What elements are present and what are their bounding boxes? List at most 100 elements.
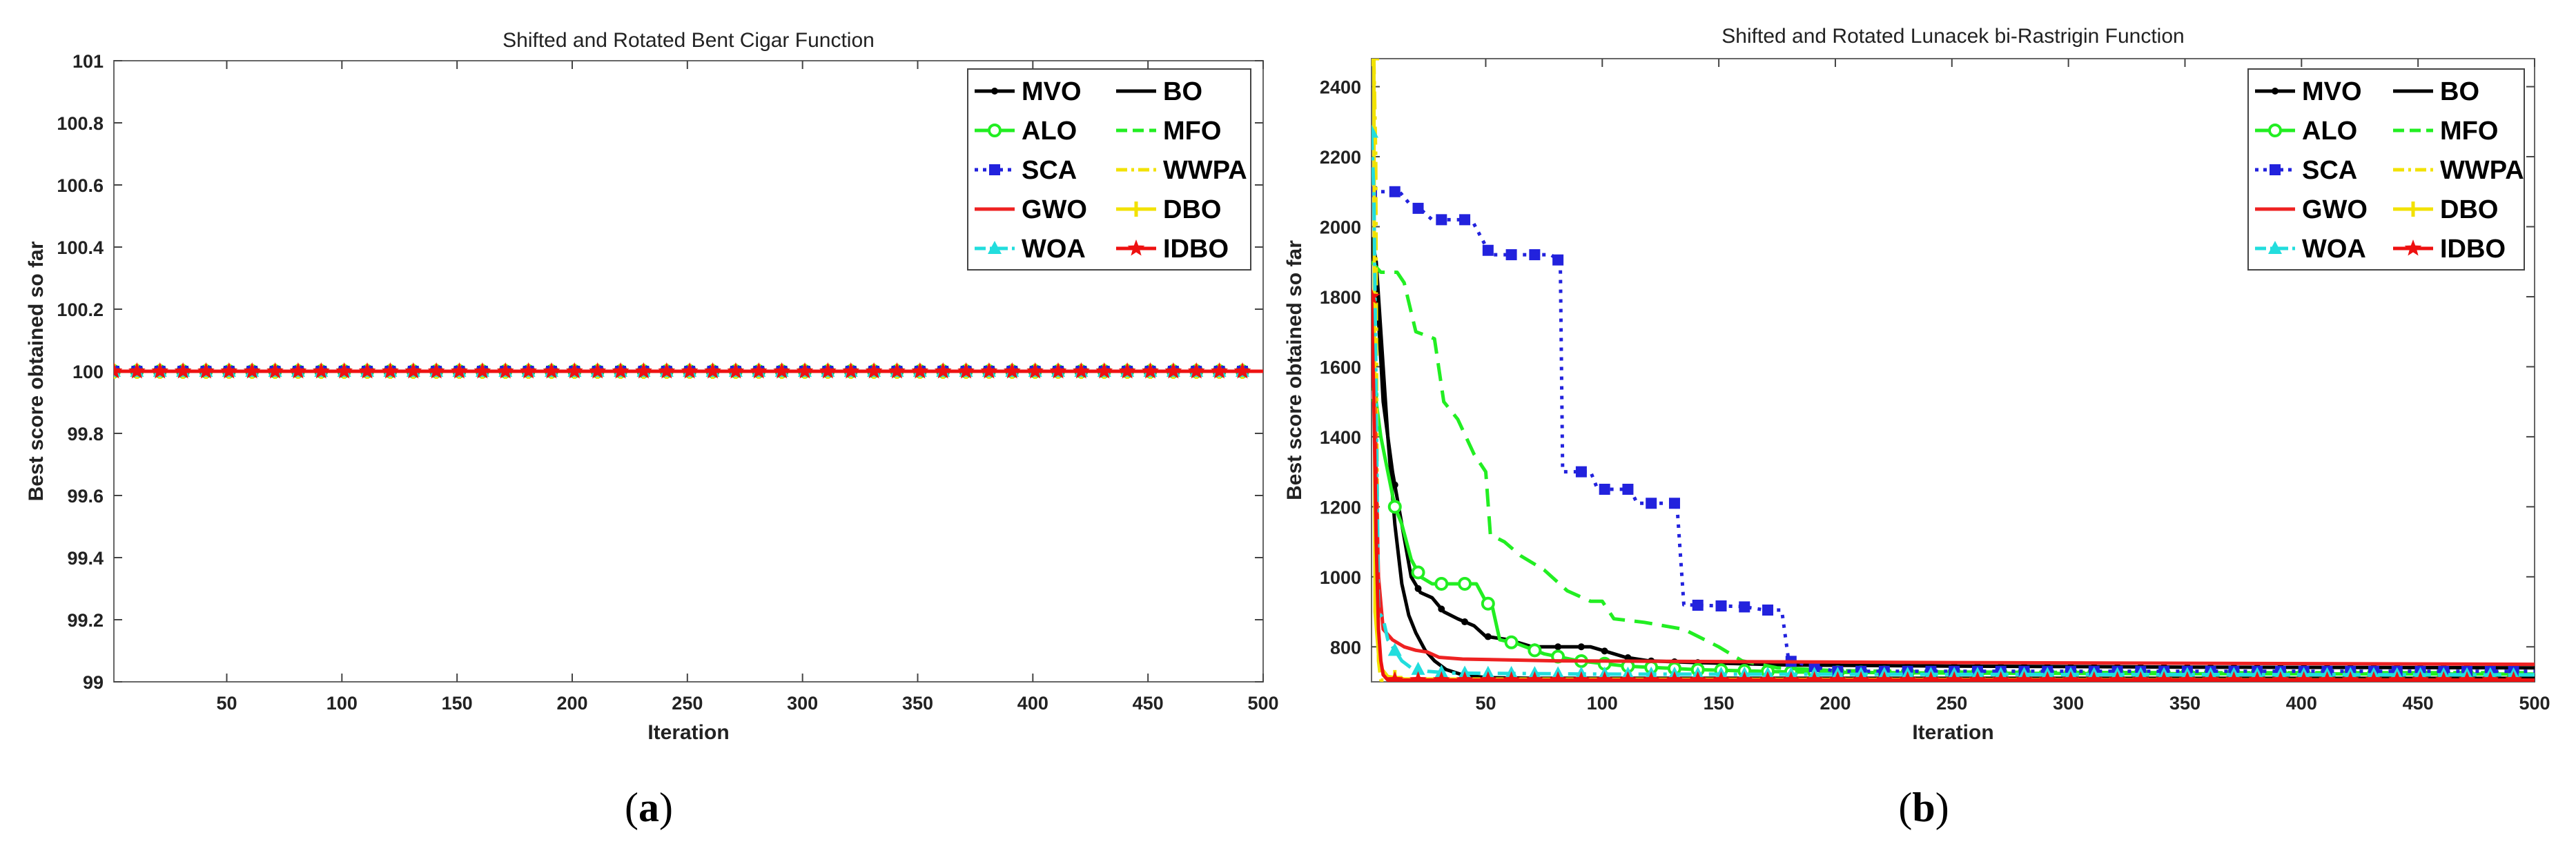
legend-label-wwpa: WWPA bbox=[2440, 156, 2524, 185]
series-idbo bbox=[114, 362, 1263, 379]
x-tick-label: 250 bbox=[1936, 693, 1967, 714]
data-point-idbo bbox=[2365, 671, 2383, 682]
x-axis-label: Iteration bbox=[647, 721, 729, 744]
data-point-idbo bbox=[1945, 671, 1963, 682]
x-tick-label: 100 bbox=[1587, 693, 1618, 714]
data-point-woa bbox=[1387, 642, 1402, 656]
data-point-idbo bbox=[1899, 671, 1916, 682]
data-point-idbo bbox=[1372, 288, 1380, 304]
data-point-sca bbox=[1552, 254, 1564, 266]
y-tick-label: 2000 bbox=[1320, 217, 1361, 238]
y-tick-label: 100.6 bbox=[57, 175, 104, 196]
x-tick-label: 400 bbox=[2286, 693, 2317, 714]
chart-title: Shifted and Rotated Bent Cigar Function bbox=[502, 29, 875, 52]
x-tick-label: 450 bbox=[2403, 693, 2434, 714]
data-point-idbo bbox=[727, 362, 745, 379]
data-point-idbo bbox=[2202, 671, 2219, 682]
legend-marker-woa bbox=[988, 241, 1002, 254]
legend-label-dbo: DBO bbox=[1163, 195, 1221, 224]
data-point-idbo bbox=[474, 362, 491, 379]
legend-marker-woa bbox=[2268, 241, 2282, 254]
data-point-idbo bbox=[957, 362, 975, 379]
data-point-idbo bbox=[2062, 671, 2080, 682]
data-point-idbo bbox=[1118, 362, 1136, 379]
data-point-sca bbox=[1739, 601, 1750, 613]
series-wwpa bbox=[1372, 59, 2535, 682]
data-point-mvo bbox=[1554, 643, 1562, 651]
data-point-idbo bbox=[934, 362, 952, 379]
data-point-idbo bbox=[1409, 671, 1427, 682]
legend-marker-alo bbox=[2268, 124, 2282, 137]
x-tick-label: 150 bbox=[442, 693, 473, 714]
y-tick-label: 99 bbox=[83, 672, 104, 693]
y-axis-label: Best score obtained so far bbox=[25, 241, 48, 501]
x-tick-label: 300 bbox=[2053, 693, 2084, 714]
data-point-idbo bbox=[2155, 671, 2173, 682]
data-point-idbo bbox=[911, 362, 929, 379]
series-line-mfo bbox=[1372, 260, 2535, 675]
data-point-idbo bbox=[681, 362, 699, 379]
legend-label-woa: WOA bbox=[1022, 235, 1086, 264]
data-point-idbo bbox=[114, 362, 123, 379]
data-point-idbo bbox=[335, 362, 353, 379]
data-point-idbo bbox=[404, 362, 422, 379]
data-point-mvo bbox=[1601, 647, 1608, 655]
legend-label-gwo: GWO bbox=[2302, 195, 2368, 224]
data-point-idbo bbox=[2109, 671, 2126, 682]
data-point-idbo bbox=[1759, 671, 1777, 682]
legend-label-woa: WOA bbox=[2302, 235, 2366, 264]
x-tick-label: 250 bbox=[672, 693, 703, 714]
data-point-idbo bbox=[1875, 671, 1893, 682]
y-tick-label: 1600 bbox=[1320, 357, 1361, 377]
data-point-woa bbox=[1372, 124, 1378, 138]
series-layer bbox=[114, 362, 1263, 379]
data-point-idbo bbox=[773, 362, 790, 379]
data-point-idbo bbox=[1596, 671, 1613, 682]
legend-label-mvo: MVO bbox=[1022, 77, 1082, 106]
legend-label-wwpa: WWPA bbox=[1163, 156, 1247, 185]
data-point-mvo bbox=[1414, 585, 1422, 592]
y-tick-label: 2200 bbox=[1320, 147, 1361, 168]
data-point-idbo bbox=[2505, 671, 2522, 682]
y-tick-label: 100.4 bbox=[57, 237, 104, 258]
legend-box bbox=[2247, 68, 2525, 271]
data-point-idbo bbox=[1526, 671, 1543, 682]
data-point-idbo bbox=[658, 362, 676, 379]
data-point-idbo bbox=[358, 362, 376, 379]
data-point-idbo bbox=[1432, 671, 1450, 682]
legend-marker-idbo bbox=[2404, 239, 2422, 256]
legend-marker-mvo bbox=[2272, 88, 2279, 95]
legend-label-mvo: MVO bbox=[2302, 77, 2362, 106]
data-point-idbo bbox=[2178, 671, 2196, 682]
data-point-idbo bbox=[451, 362, 468, 379]
data-point-idbo bbox=[1969, 671, 1987, 682]
data-point-idbo bbox=[1713, 671, 1730, 682]
data-point-idbo bbox=[2388, 671, 2406, 682]
data-point-idbo bbox=[2458, 671, 2476, 682]
x-tick-label: 450 bbox=[1133, 693, 1164, 714]
data-point-alo bbox=[1504, 635, 1519, 649]
data-point-idbo bbox=[2248, 671, 2266, 682]
data-point-idbo bbox=[1806, 671, 1823, 682]
data-point-idbo bbox=[427, 362, 445, 379]
data-point-idbo bbox=[635, 362, 652, 379]
data-point-idbo bbox=[1922, 671, 1940, 682]
x-tick-label: 500 bbox=[1247, 693, 1278, 714]
data-point-idbo bbox=[980, 362, 998, 379]
data-point-idbo bbox=[1735, 671, 1753, 682]
data-point-idbo bbox=[704, 362, 721, 379]
data-point-idbo bbox=[1666, 671, 1684, 682]
data-point-idbo bbox=[1073, 362, 1090, 379]
data-point-idbo bbox=[1829, 671, 1846, 682]
x-tick-label: 200 bbox=[1819, 693, 1851, 714]
data-point-idbo bbox=[1782, 671, 1800, 682]
y-tick-label: 101 bbox=[72, 51, 104, 72]
legend-label-bo: BO bbox=[2440, 77, 2479, 106]
data-point-mvo bbox=[1438, 605, 1445, 613]
legend-marker-sca bbox=[989, 164, 1000, 175]
series-line-sca bbox=[1372, 190, 2535, 674]
x-tick-label: 50 bbox=[1475, 693, 1496, 714]
y-tick-label: 1800 bbox=[1320, 287, 1361, 308]
legend-marker-alo bbox=[988, 124, 1002, 137]
data-point-idbo bbox=[1549, 671, 1567, 682]
